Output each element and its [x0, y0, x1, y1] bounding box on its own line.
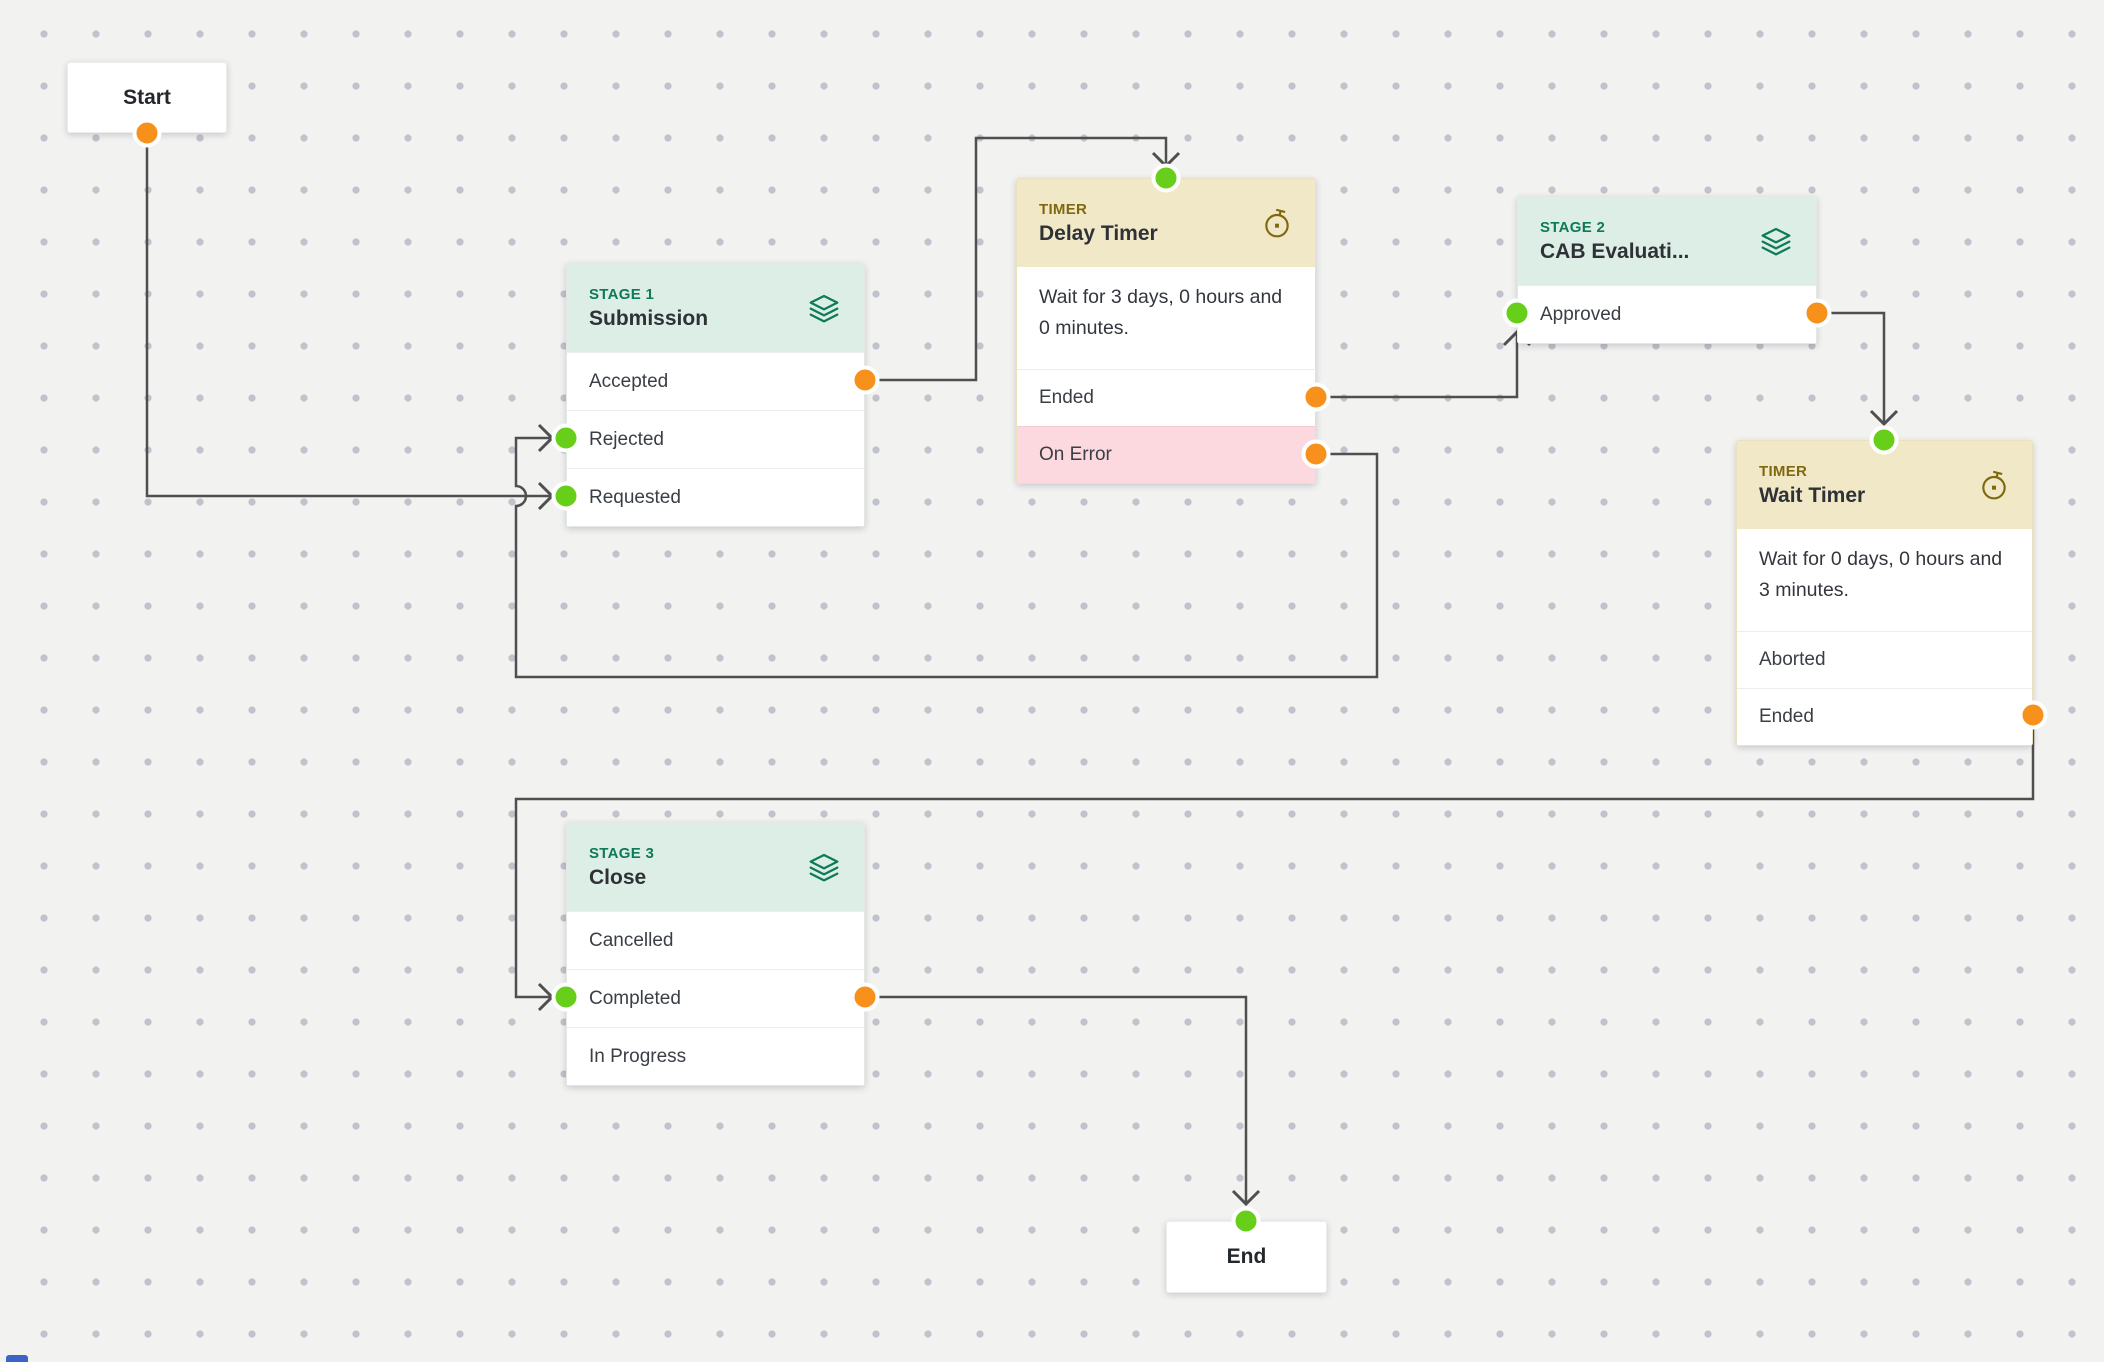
row-label: Completed — [589, 987, 681, 1009]
wait-timer-description: Wait for 0 days, 0 hours and 3 minutes. — [1737, 529, 2032, 631]
stage2-title: CAB Evaluati... — [1540, 239, 1690, 263]
edge-approved-to-waittimer[interactable] — [1817, 311, 1886, 424]
stage1-badge: STAGE 1 — [589, 285, 655, 303]
row-label: Rejected — [589, 428, 664, 450]
node-wait-timer[interactable]: TIMER Wait Timer Wait for 0 days, 0 hour… — [1736, 440, 2033, 746]
stage3-row-completed[interactable]: Completed — [567, 969, 864, 1027]
node-stage3[interactable]: STAGE 3 Close Cancelled Completed In Pro… — [566, 822, 865, 1086]
delay-timer-badge: TIMER — [1039, 200, 1088, 218]
stage1-row-requested[interactable]: Requested — [567, 468, 864, 526]
edge-waitended-to-completed[interactable] — [514, 715, 2035, 999]
delay-timer-description: Wait for 3 days, 0 hours and 0 minutes. — [1017, 267, 1315, 369]
port-stage1-rejected-input[interactable] — [551, 423, 581, 453]
wait-timer-header: TIMER Wait Timer — [1737, 441, 2032, 529]
port-stage3-completed-output[interactable] — [850, 982, 880, 1012]
port-delay-timer-on-error-output[interactable] — [1301, 439, 1331, 469]
row-label: Requested — [589, 486, 681, 508]
row-label: In Progress — [589, 1045, 687, 1067]
delay-timer-header: TIMER Delay Timer — [1017, 179, 1315, 267]
port-stage1-accepted-output[interactable] — [850, 365, 880, 395]
edge-ended-to-approved[interactable] — [1316, 332, 1519, 399]
stage1-row-accepted[interactable]: Accepted — [567, 352, 864, 410]
wait-timer-row-ended[interactable]: Ended — [1737, 688, 2032, 745]
stage1-row-rejected[interactable]: Rejected — [567, 410, 864, 468]
row-label: Accepted — [589, 370, 669, 392]
row-label: Approved — [1540, 303, 1622, 325]
edge-start-to-requested[interactable] — [145, 133, 552, 498]
stage2-badge: STAGE 2 — [1540, 218, 1606, 236]
start-label: Start — [123, 85, 171, 109]
arrowhead-into-end — [1231, 1189, 1261, 1207]
stage3-badge: STAGE 3 — [589, 844, 655, 862]
wait-timer-row-aborted[interactable]: Aborted — [1737, 631, 2032, 688]
stage3-title: Close — [589, 865, 647, 889]
row-label: Aborted — [1759, 649, 1826, 670]
stage3-row-cancelled[interactable]: Cancelled — [567, 911, 864, 969]
port-delay-timer-input[interactable] — [1151, 163, 1181, 193]
layers-icon — [1758, 225, 1794, 257]
edge-onerror-to-rejected[interactable] — [514, 436, 1379, 679]
stage1-title: Submission — [589, 306, 709, 330]
port-wait-timer-ended-output[interactable] — [2018, 700, 2048, 730]
port-wait-timer-input[interactable] — [1869, 425, 1899, 455]
port-start-output[interactable] — [132, 118, 162, 148]
row-label: Cancelled — [589, 929, 674, 951]
stage2-row-approved[interactable]: Approved — [1518, 285, 1816, 343]
edge-accepted-to-delaytimer[interactable] — [865, 136, 1168, 382]
end-label: End — [1226, 1245, 1267, 1268]
canvas-control-partial[interactable] — [6, 1355, 28, 1362]
stopwatch-icon — [1978, 467, 2010, 503]
delay-timer-row-ended[interactable]: Ended — [1017, 369, 1315, 426]
row-label: Ended — [1039, 387, 1094, 408]
stage2-header: STAGE 2 CAB Evaluati... — [1518, 197, 1816, 285]
stopwatch-icon — [1261, 205, 1293, 241]
port-end-input[interactable] — [1231, 1206, 1261, 1236]
stage3-row-in-progress[interactable]: In Progress — [567, 1027, 864, 1085]
port-stage2-approved-output[interactable] — [1802, 298, 1832, 328]
port-stage1-requested-input[interactable] — [551, 481, 581, 511]
node-stage2[interactable]: STAGE 2 CAB Evaluati... Approved — [1517, 196, 1817, 344]
row-label: On Error — [1039, 444, 1112, 465]
delay-timer-row-on-error[interactable]: On Error — [1017, 426, 1315, 483]
wait-timer-badge: TIMER — [1759, 462, 1808, 480]
layers-icon — [806, 292, 842, 324]
row-label: Ended — [1759, 706, 1814, 727]
edge-completed-to-end[interactable] — [865, 995, 1248, 1204]
stage1-header: STAGE 1 Submission — [567, 264, 864, 352]
stage3-header: STAGE 3 Close — [567, 823, 864, 911]
wait-timer-title: Wait Timer — [1759, 483, 1866, 507]
arrowhead-into-waittimer — [1869, 409, 1899, 427]
port-stage3-completed-input[interactable] — [551, 982, 581, 1012]
layers-icon — [806, 851, 842, 883]
node-stage1[interactable]: STAGE 1 Submission Accepted Rejected Req… — [566, 263, 865, 527]
port-stage2-approved-input[interactable] — [1502, 298, 1532, 328]
port-delay-timer-ended-output[interactable] — [1301, 382, 1331, 412]
node-delay-timer[interactable]: TIMER Delay Timer Wait for 3 days, 0 hou… — [1016, 178, 1316, 484]
delay-timer-title: Delay Timer — [1039, 221, 1158, 245]
